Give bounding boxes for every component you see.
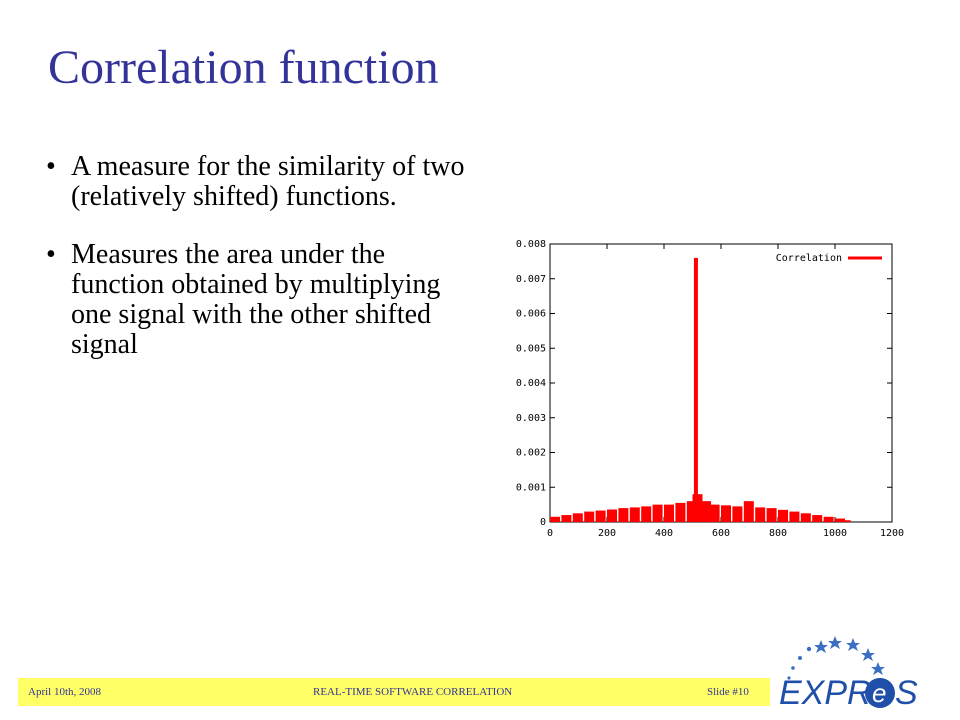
correlation-bar bbox=[732, 506, 743, 522]
correlation-bar bbox=[652, 504, 663, 522]
expres-logo: EXPR e S bbox=[779, 636, 918, 712]
correlation-bar bbox=[595, 510, 606, 522]
correlation-bar bbox=[743, 501, 754, 522]
logo-text-e: e bbox=[872, 678, 886, 708]
bullet-dot-icon: • bbox=[46, 151, 56, 182]
correlation-bar bbox=[789, 511, 800, 522]
bullet-list: • A measure for the similarity of two (r… bbox=[46, 152, 476, 388]
correlation-bar bbox=[572, 513, 583, 522]
logo-stars-icon bbox=[787, 636, 885, 680]
bullet-item: • Measures the area under the function o… bbox=[46, 240, 476, 360]
y-tick-label: 0 bbox=[540, 517, 546, 528]
y-tick-label: 0.001 bbox=[516, 482, 546, 493]
logo-text-left: EXPR bbox=[779, 674, 872, 712]
y-tick-label: 0.004 bbox=[516, 378, 546, 389]
correlation-bar bbox=[755, 507, 766, 522]
correlation-bar bbox=[675, 502, 686, 522]
y-tick-label: 0.007 bbox=[516, 274, 546, 285]
correlation-bar bbox=[686, 501, 697, 522]
x-tick-label: 800 bbox=[769, 528, 787, 539]
correlation-bar bbox=[800, 513, 811, 522]
y-tick-label: 0.003 bbox=[516, 413, 546, 424]
bullet-text: Measures the area under the function obt… bbox=[71, 239, 441, 360]
correlation-chart: 0 0.001 0.002 0.003 0.004 0.005 0.006 0.007 0.00… bbox=[516, 239, 904, 539]
logo-e-circle-icon bbox=[865, 678, 895, 708]
correlation-bar bbox=[701, 501, 712, 522]
footer-title: REAL-TIME SOFTWARE CORRELATION bbox=[313, 686, 513, 698]
correlation-bar bbox=[618, 508, 629, 522]
bullet-item: • A measure for the similarity of two (r… bbox=[46, 152, 476, 212]
y-tick-label: 0.005 bbox=[516, 343, 546, 354]
y-tick-label: 0.002 bbox=[516, 448, 546, 459]
x-tick-label: 400 bbox=[655, 528, 673, 539]
plot-frame bbox=[549, 243, 893, 523]
slide-title: Correlation function bbox=[48, 41, 439, 94]
correlation-bar bbox=[584, 511, 595, 522]
y-tick-label: 0.006 bbox=[516, 309, 546, 320]
correlation-bar bbox=[607, 509, 617, 522]
legend-label: Correlation bbox=[776, 253, 842, 264]
correlation-bar bbox=[629, 507, 640, 522]
correlation-bar bbox=[840, 520, 851, 522]
correlation-bar bbox=[721, 505, 731, 522]
correlation-bar bbox=[664, 504, 674, 522]
correlation-bar bbox=[693, 257, 698, 522]
correlation-bar bbox=[766, 508, 777, 522]
x-tick-label: 600 bbox=[712, 528, 730, 539]
bullet-dot-icon: • bbox=[46, 239, 56, 270]
bullet-text: A measure for the similarity of two (rel… bbox=[71, 151, 465, 212]
correlation-bar bbox=[561, 515, 572, 522]
x-tick-label: 0 bbox=[547, 528, 553, 539]
x-tick-label: 1200 bbox=[880, 528, 904, 539]
correlation-bar bbox=[641, 506, 652, 522]
footer-bar bbox=[18, 678, 770, 706]
correlation-bar bbox=[709, 504, 720, 522]
correlation-bar bbox=[835, 518, 845, 522]
correlation-bar bbox=[550, 516, 560, 522]
correlation-bar bbox=[778, 509, 788, 522]
x-tick-label: 1000 bbox=[823, 528, 847, 539]
y-tick-label: 0.008 bbox=[516, 239, 546, 250]
correlation-bar bbox=[812, 515, 823, 522]
x-tick-label: 200 bbox=[598, 528, 616, 539]
footer-date: April 10th, 2008 bbox=[28, 686, 102, 698]
correlation-bar bbox=[823, 516, 834, 522]
logo-text-right: S bbox=[895, 674, 918, 712]
footer-slide-number: Slide #10 bbox=[707, 686, 749, 698]
